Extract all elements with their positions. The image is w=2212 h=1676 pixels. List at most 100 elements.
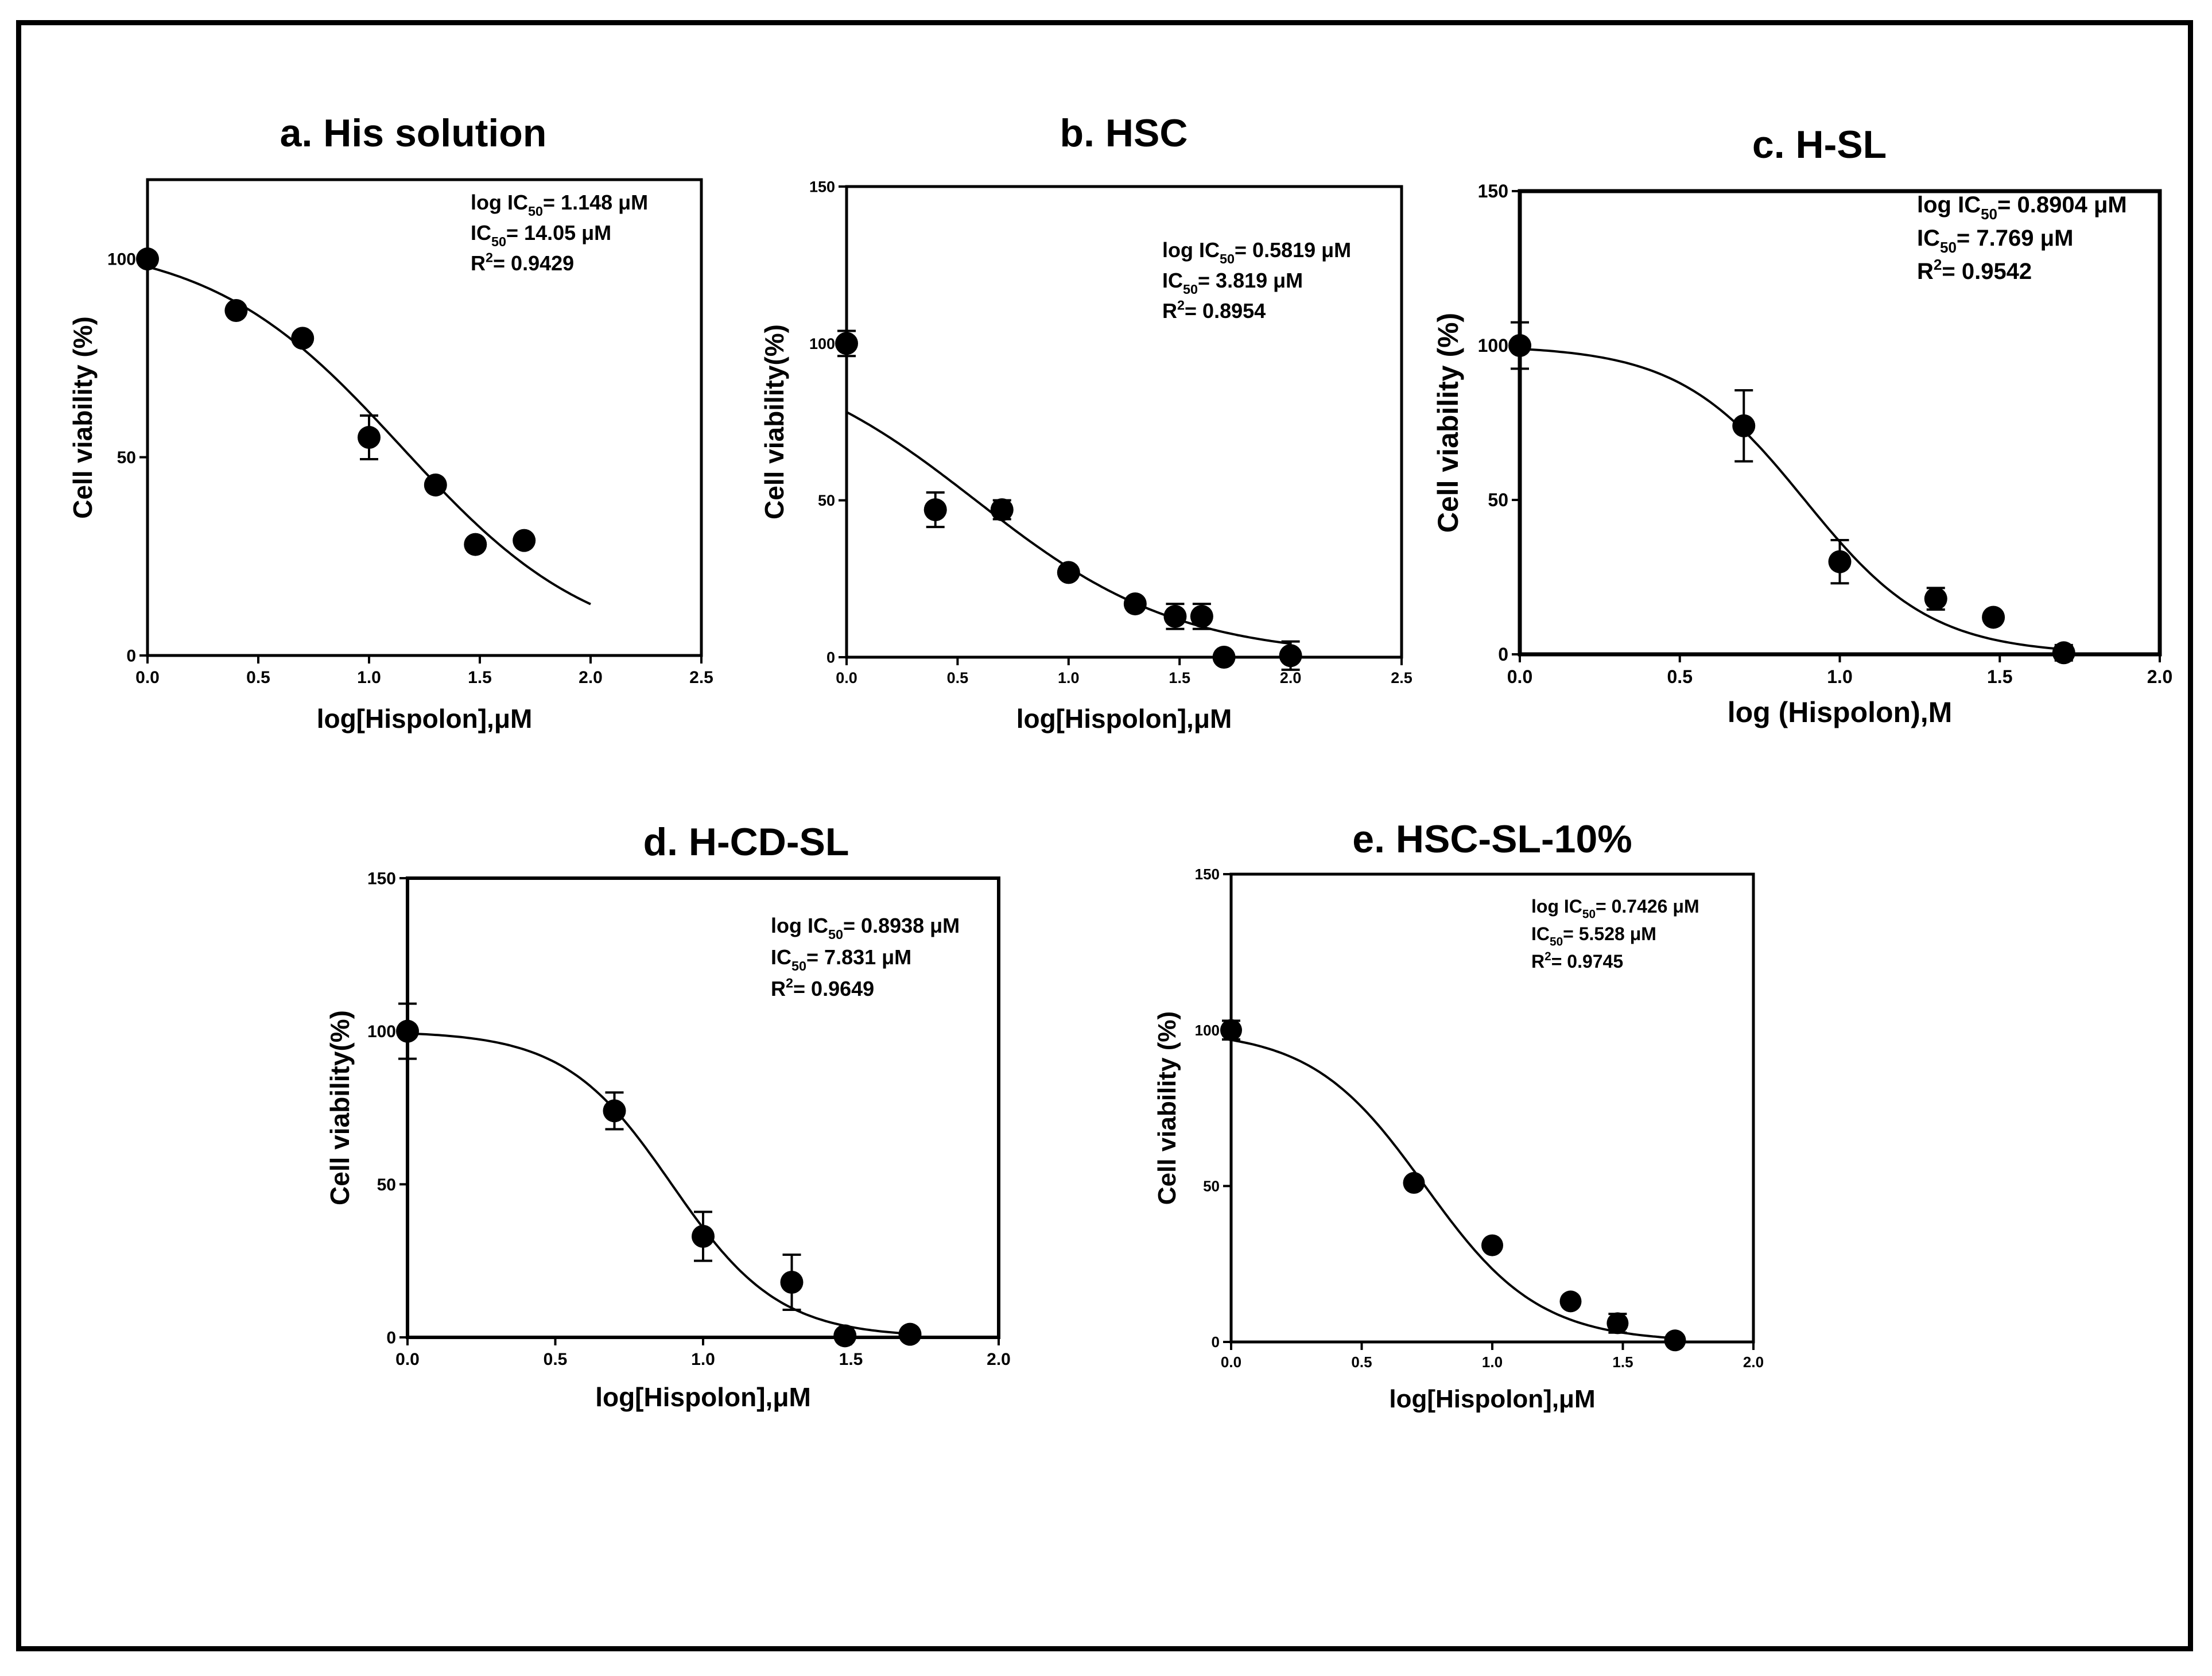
fit-statistic-name: R — [471, 251, 486, 275]
fit-statistic-value: = 0.7426 μM — [1596, 896, 1699, 917]
data-point — [464, 533, 487, 556]
y-tick-label: 0 — [826, 649, 835, 666]
fit-statistic: R2= 0.9542 — [1917, 256, 2032, 284]
y-axis-label: Cell viability(%) — [759, 324, 789, 519]
y-axis-label: Cell viability (%) — [1432, 313, 1464, 533]
x-tick-label: 0.0 — [395, 1350, 420, 1369]
chart-title: c. H-SL — [1752, 123, 1887, 166]
chart-panel-e: e. HSC-SL-10% 0.0 0.5 1.0 1.5 2.0 0 50 100 150 log… — [1153, 817, 1764, 1413]
y-tick-label: 100 — [809, 335, 835, 352]
x-tick-label: 1.5 — [468, 668, 492, 687]
fit-statistic-subscript: 50 — [1582, 908, 1596, 921]
y-tick-label: 0 — [386, 1329, 396, 1348]
data-point — [1924, 587, 1947, 611]
x-tick-label: 1.0 — [1058, 669, 1080, 686]
data-point — [1279, 644, 1302, 668]
chart-title: a. His solution — [280, 111, 547, 155]
data-point — [780, 1271, 804, 1294]
fit-statistic: IC50= 14.05 μM — [471, 221, 611, 249]
fit-curve — [846, 411, 1291, 645]
fit-statistic-name: log IC — [1917, 192, 1981, 218]
fit-statistic-value: = 0.9542 — [1942, 259, 2032, 284]
fit-statistic: log IC50= 0.5819 μM — [1162, 238, 1351, 266]
x-tick-label: 1.5 — [1612, 1353, 1633, 1371]
fit-statistic: R2= 0.9745 — [1531, 950, 1623, 972]
y-tick-label: 50 — [117, 448, 136, 467]
fit-statistic-value: = 0.5819 μM — [1235, 238, 1351, 262]
fit-statistic: log IC50= 0.8904 μM — [1917, 192, 2127, 223]
x-tick-label: 2.0 — [1743, 1353, 1764, 1371]
data-point — [424, 473, 447, 496]
fit-statistic-name: log IC — [771, 914, 828, 937]
y-tick-label: 50 — [377, 1175, 396, 1194]
fit-statistic-superscript: 2 — [486, 250, 493, 265]
x-tick-label: 1.5 — [1169, 669, 1190, 686]
fit-statistic: log IC50= 0.7426 μM — [1531, 896, 1699, 921]
data-point — [513, 529, 536, 552]
x-tick-label: 2.0 — [2147, 666, 2172, 687]
y-tick-label: 100 — [107, 250, 136, 269]
chart-panel-c: c. H-SL 0.0 0.5 1.0 1.5 2.0 0 50 100 150 log (Hisp… — [1432, 123, 2172, 728]
x-tick-label: 1.0 — [1827, 666, 1852, 687]
data-point — [2052, 641, 2075, 665]
y-tick-label: 100 — [1478, 335, 1508, 356]
chart-panel-d: d. H-CD-SL 0.0 0.5 1.0 1.5 2.0 0 50 100 150 log[Hi… — [325, 820, 1011, 1412]
fit-statistic-value: = 0.8954 — [1185, 299, 1266, 323]
x-tick-label: 0.5 — [246, 668, 270, 687]
fit-statistic-subscript: 50 — [1981, 205, 1997, 223]
fit-curve — [1519, 347, 2064, 651]
fit-statistic-name: IC — [1531, 924, 1550, 944]
fit-statistic-value: = 14.05 μM — [506, 221, 611, 245]
x-axis-label: log (Hispolon),M — [1728, 696, 1953, 728]
fit-curve — [1231, 1038, 1675, 1340]
fit-statistic-value: = 0.9745 — [1551, 951, 1623, 972]
fit-statistic-value: = 1.148 μM — [543, 191, 648, 214]
data-point — [358, 426, 381, 449]
fit-statistic-subscript: 50 — [828, 927, 843, 942]
fit-statistic: R2= 0.9429 — [471, 250, 574, 275]
chart-title: d. H-CD-SL — [643, 820, 849, 864]
fit-statistic-name: IC — [1917, 226, 1940, 251]
chart-panel-b: b. HSC 0.0 0.5 1.0 1.5 2.0 2.5 0 50 100 150 log[His… — [759, 111, 1412, 734]
data-point — [1828, 550, 1852, 573]
fit-statistic-name: IC — [471, 221, 491, 245]
fit-statistic-subscript: 50 — [1940, 239, 1957, 256]
data-point — [923, 498, 947, 522]
y-tick-label: 150 — [809, 178, 835, 195]
data-point — [833, 1324, 857, 1348]
y-tick-label: 0 — [1498, 644, 1508, 665]
fit-statistic-subscript: 50 — [491, 234, 506, 249]
fit-statistic: IC50= 7.769 μM — [1917, 226, 2073, 256]
data-point — [136, 247, 159, 271]
y-tick-label: 0 — [1212, 1333, 1220, 1351]
fit-statistic: R2= 0.8954 — [1162, 298, 1266, 323]
plot-area-border — [1518, 189, 2162, 657]
x-axis-label: log[Hispolon],μM — [1016, 704, 1232, 734]
data-point — [1212, 646, 1236, 669]
x-tick-label: 0.5 — [1351, 1353, 1372, 1371]
fit-statistic: IC50= 5.528 μM — [1531, 924, 1656, 949]
fit-statistic: IC50= 7.831 μM — [771, 945, 911, 973]
y-tick-label: 100 — [367, 1022, 396, 1041]
x-tick-label: 2.5 — [1391, 669, 1412, 686]
data-point — [224, 298, 248, 322]
fit-statistic: R2= 0.9649 — [771, 976, 874, 1000]
fit-statistic-value: = 7.769 μM — [1957, 226, 2073, 251]
fit-statistic-subscript: 50 — [1550, 936, 1563, 949]
data-point — [1403, 1171, 1425, 1194]
fit-statistic-subscript: 50 — [1220, 251, 1235, 266]
data-point — [990, 498, 1014, 522]
x-axis-label: log[Hispolon],μM — [595, 1382, 811, 1412]
chart-title: e. HSC-SL-10% — [1352, 817, 1632, 861]
data-point — [835, 332, 858, 355]
x-tick-label: 1.0 — [691, 1350, 715, 1369]
data-point — [1508, 334, 1531, 357]
data-point — [1123, 592, 1147, 616]
x-tick-label: 2.0 — [1280, 669, 1302, 686]
y-tick-label: 150 — [367, 870, 396, 889]
fit-statistic-value: = 3.819 μM — [1198, 269, 1303, 292]
data-point — [692, 1225, 715, 1248]
fit-statistic-value: = 5.528 μM — [1563, 924, 1656, 944]
fit-statistic-subscript: 50 — [528, 204, 543, 219]
